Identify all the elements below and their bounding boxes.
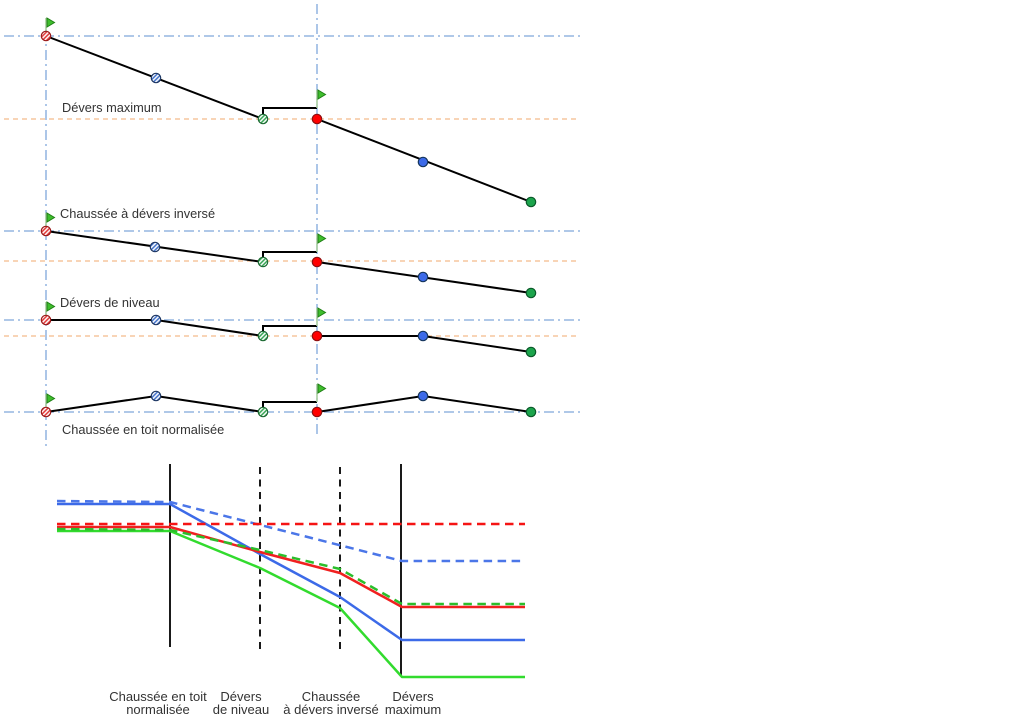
chart-x-label: Chaussée xyxy=(302,689,361,704)
profile-label: Dévers maximum xyxy=(62,100,162,115)
road-surface-line xyxy=(262,325,317,336)
marker-blue-point xyxy=(417,330,429,342)
marker-green-hatched-point xyxy=(257,113,269,125)
profile-devers-de-niveau: Dévers de niveau xyxy=(4,295,580,358)
flag-triangle xyxy=(317,383,327,394)
road-surface-line xyxy=(262,401,317,412)
flag-triangle xyxy=(317,233,327,244)
marker-red-hatched-point xyxy=(40,406,52,418)
chart-x-label: Chaussée en toit xyxy=(109,689,207,704)
marker-red-hatched-point xyxy=(40,30,52,42)
chart-line-blue-dashed xyxy=(56,499,525,563)
profile-label: Chaussée en toit normalisée xyxy=(62,422,224,437)
marker-blue-point xyxy=(417,156,429,168)
flag-triangle xyxy=(46,393,56,404)
marker-green-point xyxy=(525,287,537,299)
chart-x-label: de niveau xyxy=(213,702,269,717)
flag-triangle xyxy=(317,307,327,318)
chart-x-label: Dévers xyxy=(392,689,434,704)
marker-blue-point xyxy=(417,390,429,402)
road-surface-line xyxy=(262,251,317,262)
marker-blue-hatched-point xyxy=(150,72,162,84)
flag-icon xyxy=(316,233,327,252)
chart-line-green-solid xyxy=(57,529,525,679)
chart-x-label: à dévers inversé xyxy=(283,702,378,717)
marker-red-point xyxy=(311,330,323,342)
chart-line-blue-solid xyxy=(57,502,525,642)
marker-green-hatched-point xyxy=(257,330,269,342)
profile-devers-maximum: Dévers maximum xyxy=(4,17,580,208)
marker-red-hatched-point xyxy=(40,225,52,237)
flag-triangle xyxy=(46,301,56,312)
marker-blue-hatched-point xyxy=(150,390,162,402)
flag-triangle xyxy=(46,212,56,223)
profile-label: Dévers de niveau xyxy=(60,295,160,310)
flag-icon xyxy=(316,307,327,326)
flag-icon xyxy=(316,89,327,108)
profile-chaussee-en-toit-normalisee: Chaussée en toit normalisée xyxy=(4,383,580,437)
chart-x-label: maximum xyxy=(385,702,441,717)
marker-red-point xyxy=(311,256,323,268)
road-surface-line xyxy=(262,107,317,119)
marker-blue-point xyxy=(417,271,429,283)
chart-x-label: Dévers xyxy=(220,689,262,704)
chart-line-red-solid xyxy=(57,525,525,609)
flag-icon xyxy=(316,383,327,402)
marker-blue-hatched-point xyxy=(149,241,161,253)
marker-green-point xyxy=(525,346,537,358)
flag-triangle xyxy=(46,17,56,28)
profile-label: Chaussée à dévers inversé xyxy=(60,206,215,221)
marker-green-point xyxy=(525,406,537,418)
flag-triangle xyxy=(317,89,327,100)
marker-green-hatched-point xyxy=(257,256,269,268)
marker-green-hatched-point xyxy=(257,406,269,418)
marker-red-hatched-point xyxy=(40,314,52,326)
chart-x-label: normalisée xyxy=(126,702,190,717)
chart-line-green-dashed xyxy=(56,527,525,606)
marker-red-point xyxy=(311,113,323,125)
marker-green-point xyxy=(525,196,537,208)
profile-chaussee-a-devers-inverse: Chaussée à dévers inversé xyxy=(4,206,580,299)
marker-blue-hatched-point xyxy=(150,314,162,326)
marker-red-point xyxy=(311,406,323,418)
